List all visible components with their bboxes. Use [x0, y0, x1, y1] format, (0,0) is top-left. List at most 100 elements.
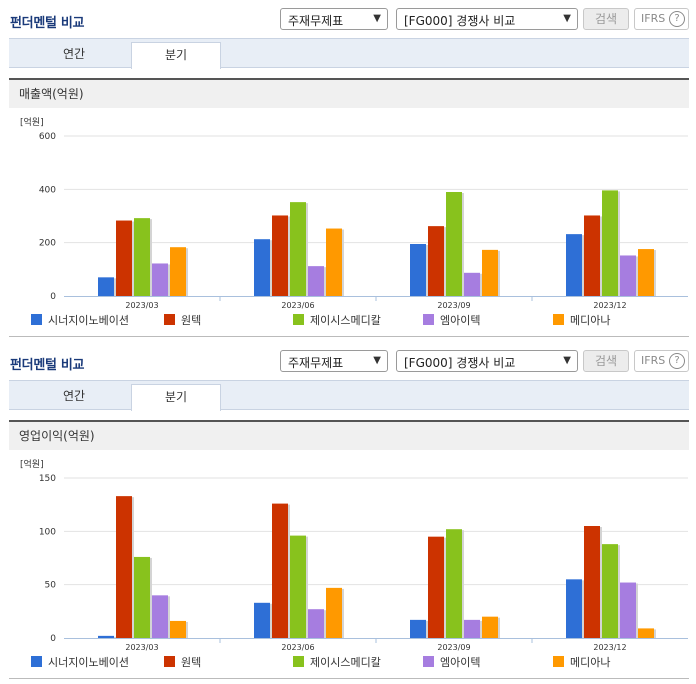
ifrs-button[interactable]: IFRS ?: [634, 350, 689, 372]
y-tick-label: 50: [45, 581, 57, 591]
chevron-down-icon: ▼: [373, 13, 381, 24]
legend-label: 시너지이노베이션: [48, 314, 129, 327]
bar: [308, 609, 324, 638]
period-tabbar: 연간 분기: [9, 380, 689, 411]
help-icon[interactable]: ?: [669, 353, 685, 369]
tab-annual[interactable]: 연간: [62, 389, 86, 403]
legend-label: 제이시스메디칼: [310, 314, 381, 327]
legend-swatch: [293, 314, 304, 325]
bar: [566, 234, 582, 296]
help-icon[interactable]: ?: [669, 11, 685, 27]
bar: [620, 582, 636, 638]
bar: [116, 496, 132, 638]
x-tick-label: 2023/06: [281, 643, 314, 652]
bar: [170, 247, 186, 296]
operating-profit-chart: [억원] 0 50 100 150 2023/03 2023/06 2023/09 2023/1…: [9, 450, 689, 676]
statement-type-value: 주재무제표: [288, 14, 344, 28]
y-tick-label: 400: [39, 185, 56, 195]
peer-group-value: [FG000] 경쟁사 비교: [404, 356, 516, 370]
chevron-down-icon: ▼: [373, 355, 381, 366]
peer-group-select[interactable]: [FG000] 경쟁사 비교 ▼: [396, 8, 578, 30]
bar: [326, 587, 342, 638]
legend-swatch: [553, 314, 564, 325]
bar: [482, 616, 498, 638]
bar: [638, 628, 654, 638]
chart-subhead: 매출액(억원): [9, 78, 689, 108]
bar: [428, 536, 444, 638]
legend-swatch: [553, 656, 564, 667]
period-tabbar: 연간 분기: [9, 38, 689, 69]
bar: [98, 277, 114, 296]
bar: [428, 226, 444, 296]
y-tick-label: 0: [50, 634, 56, 644]
bar: [638, 249, 654, 296]
legend-swatch: [423, 656, 434, 667]
bar: [566, 579, 582, 638]
bar: [482, 249, 498, 296]
bar: [308, 266, 324, 296]
legend-label: 제이시스메디칼: [310, 656, 381, 669]
bar: [254, 239, 270, 296]
ifrs-label: IFRS: [641, 12, 666, 25]
x-tick-label: 2023/12: [593, 643, 626, 652]
bar: [290, 202, 306, 296]
chevron-down-icon: ▼: [563, 355, 571, 366]
bar: [152, 263, 168, 296]
bar: [152, 595, 168, 638]
bar: [254, 602, 270, 638]
ifrs-button[interactable]: IFRS ?: [634, 8, 689, 30]
operating-profit-chart-svg: [억원] 0 50 100 150 2023/03 2023/06 2023/09 2023/1…: [20, 458, 688, 669]
peer-group-value: [FG000] 경쟁사 비교: [404, 14, 516, 28]
tab-quarterly[interactable]: 분기: [131, 384, 221, 411]
statement-type-value: 주재무제표: [288, 356, 344, 370]
statement-type-select[interactable]: 주재무제표 ▼: [280, 350, 388, 372]
y-tick-label: 600: [39, 132, 56, 142]
fundamental-panel-revenue: 펀더멘털 비교 주재무제표 ▼ [FG000] 경쟁사 비교 ▼ 검색 IFRS…: [9, 8, 689, 337]
fundamental-panel-operating-profit: 펀더멘털 비교 주재무제표 ▼ [FG000] 경쟁사 비교 ▼ 검색 IFRS…: [0, 342, 696, 684]
legend-swatch: [31, 314, 42, 325]
bar: [410, 244, 426, 296]
bar: [326, 228, 342, 296]
peer-group-select[interactable]: [FG000] 경쟁사 비교 ▼: [396, 350, 578, 372]
bar: [446, 192, 462, 296]
bar: [170, 620, 186, 638]
legend-label: 시너지이노베이션: [48, 656, 129, 669]
search-button[interactable]: 검색: [583, 8, 629, 30]
legend-label: 엠아이텍: [440, 656, 480, 669]
x-tick-label: 2023/09: [437, 643, 470, 652]
legend-swatch: [293, 656, 304, 667]
legend-label: 메디아나: [570, 656, 610, 669]
bar: [464, 619, 480, 638]
bar: [98, 635, 114, 638]
y-tick-label: 200: [39, 239, 56, 249]
ifrs-label: IFRS: [641, 354, 666, 367]
bar: [272, 215, 288, 296]
legend-swatch: [164, 656, 175, 667]
bar: [116, 220, 132, 296]
bar: [290, 535, 306, 638]
bar: [272, 503, 288, 638]
bar: [602, 190, 618, 296]
panel-title: 펀더멘털 비교: [10, 358, 85, 373]
revenue-chart: [억원] 0 200 400 600 2023/03 2023/06 2023/09 2023/…: [9, 108, 689, 334]
x-tick-label: 2023/12: [593, 301, 626, 310]
panel-title: 펀더멘털 비교: [10, 16, 85, 31]
y-tick-label: 150: [39, 474, 56, 484]
bar: [410, 619, 426, 638]
x-tick-label: 2023/09: [437, 301, 470, 310]
y-axis-unit-label: [억원]: [20, 116, 44, 128]
tab-annual[interactable]: 연간: [62, 47, 86, 61]
statement-type-select[interactable]: 주재무제표 ▼: [280, 8, 388, 30]
tab-quarterly[interactable]: 분기: [131, 42, 221, 69]
x-tick-label: 2023/03: [125, 301, 158, 310]
bar: [134, 218, 150, 296]
chart-subhead: 영업이익(억원): [9, 420, 689, 450]
legend-label: 원텍: [181, 656, 201, 669]
search-button[interactable]: 검색: [583, 350, 629, 372]
x-tick-label: 2023/03: [125, 643, 158, 652]
legend-swatch: [31, 656, 42, 667]
bar: [134, 556, 150, 638]
bar: [464, 272, 480, 296]
bar: [446, 529, 462, 638]
bar: [584, 215, 600, 296]
